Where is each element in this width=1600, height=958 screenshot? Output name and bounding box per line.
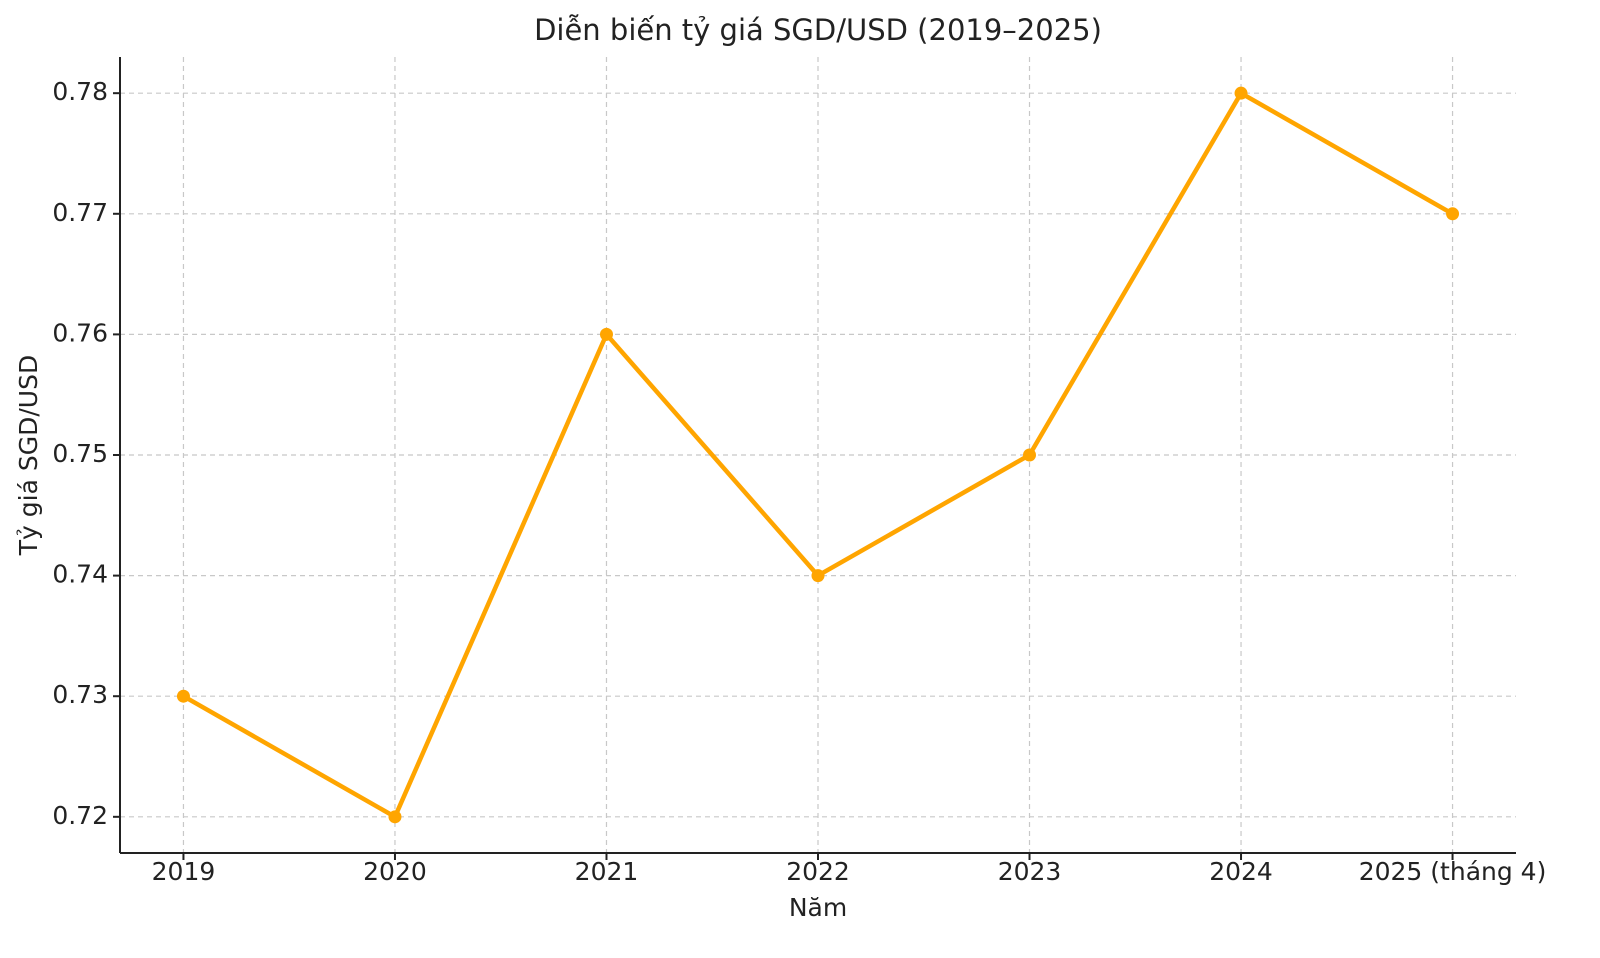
x-tick-label: 2021 — [575, 857, 639, 886]
x-tick-label: 2020 — [363, 857, 427, 886]
x-axis-label: Năm — [789, 893, 847, 922]
x-tick-label: 2023 — [998, 857, 1062, 886]
x-tick-label: 2022 — [786, 857, 850, 886]
point — [599, 327, 613, 341]
x-tick-label: 2024 — [1209, 857, 1273, 886]
x-tick-label: 2025 (tháng 4) — [1359, 857, 1547, 886]
point — [1023, 448, 1037, 462]
y-tick-label: 0.75 — [52, 439, 108, 468]
y-tick-label: 0.77 — [52, 198, 108, 227]
y-tick-label: 0.73 — [52, 680, 108, 709]
point — [176, 689, 190, 703]
point — [1446, 207, 1460, 221]
point — [811, 569, 825, 583]
point — [1234, 86, 1248, 100]
point — [388, 810, 402, 824]
x-tick-label: 2019 — [152, 857, 216, 886]
y-tick-label: 0.74 — [52, 560, 108, 589]
y-tick-label: 0.78 — [52, 77, 108, 106]
y-tick-label: 0.76 — [52, 318, 108, 347]
y-tick-label: 0.72 — [52, 801, 108, 830]
y-axis-label: Tỷ giá SGD/USD — [14, 355, 43, 556]
chart-title: Diễn biến tỷ giá SGD/USD (2019–2025) — [534, 13, 1102, 47]
